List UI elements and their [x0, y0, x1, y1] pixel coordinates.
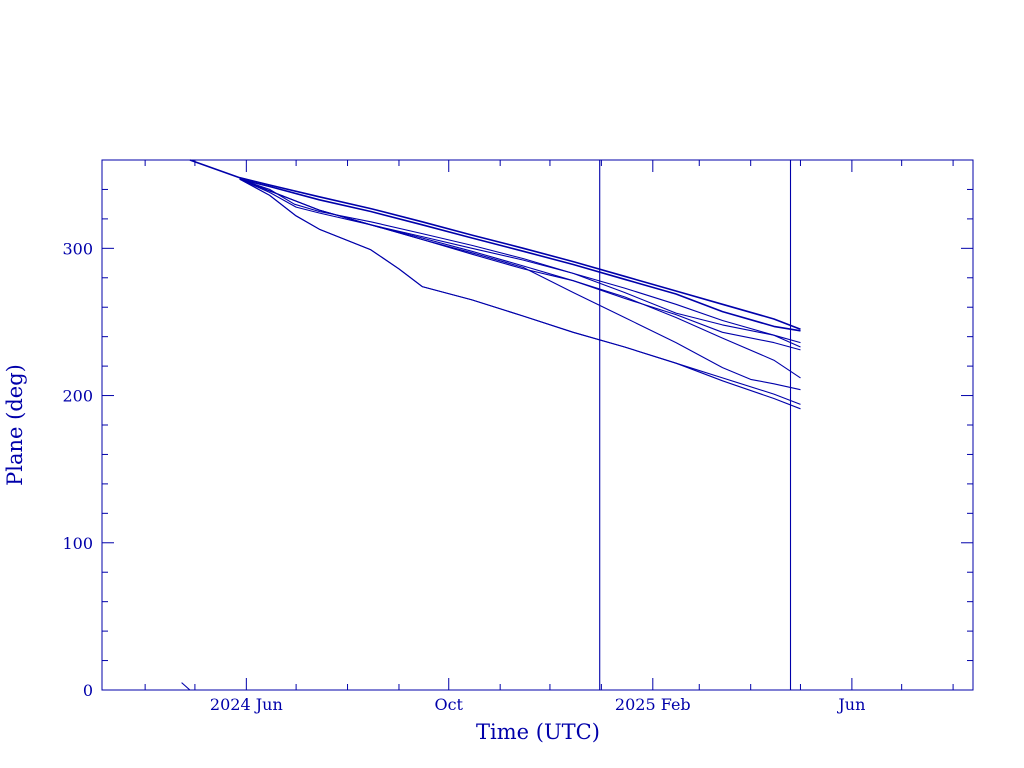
y-tick-label: 300: [62, 239, 93, 258]
series-line-7: [239, 178, 801, 391]
y-tick-label: 0: [83, 681, 93, 700]
x-tick-labels: 2024 Jun Oct 2025 Feb Jun: [210, 695, 865, 714]
x-tick-label: 2025 Feb: [615, 695, 691, 714]
y-axis-title: Plane (deg): [3, 364, 27, 486]
series-line-6: [239, 178, 801, 379]
x-tick-label: 2024 Jun: [210, 695, 283, 714]
y-tick-label: 200: [62, 387, 93, 406]
series-line-9: [239, 178, 801, 410]
x-tick-label: Oct: [434, 695, 463, 714]
series-line-1: [189, 159, 801, 331]
series-line-3: [239, 178, 801, 344]
y-tick-label: 100: [62, 534, 93, 553]
plot-frame: [101, 159, 974, 691]
vertical-markers: [599, 160, 792, 690]
x-axis-title: Time (UTC): [476, 720, 600, 744]
series-line-4: [239, 178, 801, 348]
x-tick-label: Jun: [836, 695, 865, 714]
series-line-2: [239, 178, 801, 332]
axis-ticks: [102, 159, 973, 691]
y-tick-labels: 0 100 200 300: [62, 239, 93, 700]
series-group: [181, 159, 801, 691]
series-line-10: [181, 682, 191, 691]
